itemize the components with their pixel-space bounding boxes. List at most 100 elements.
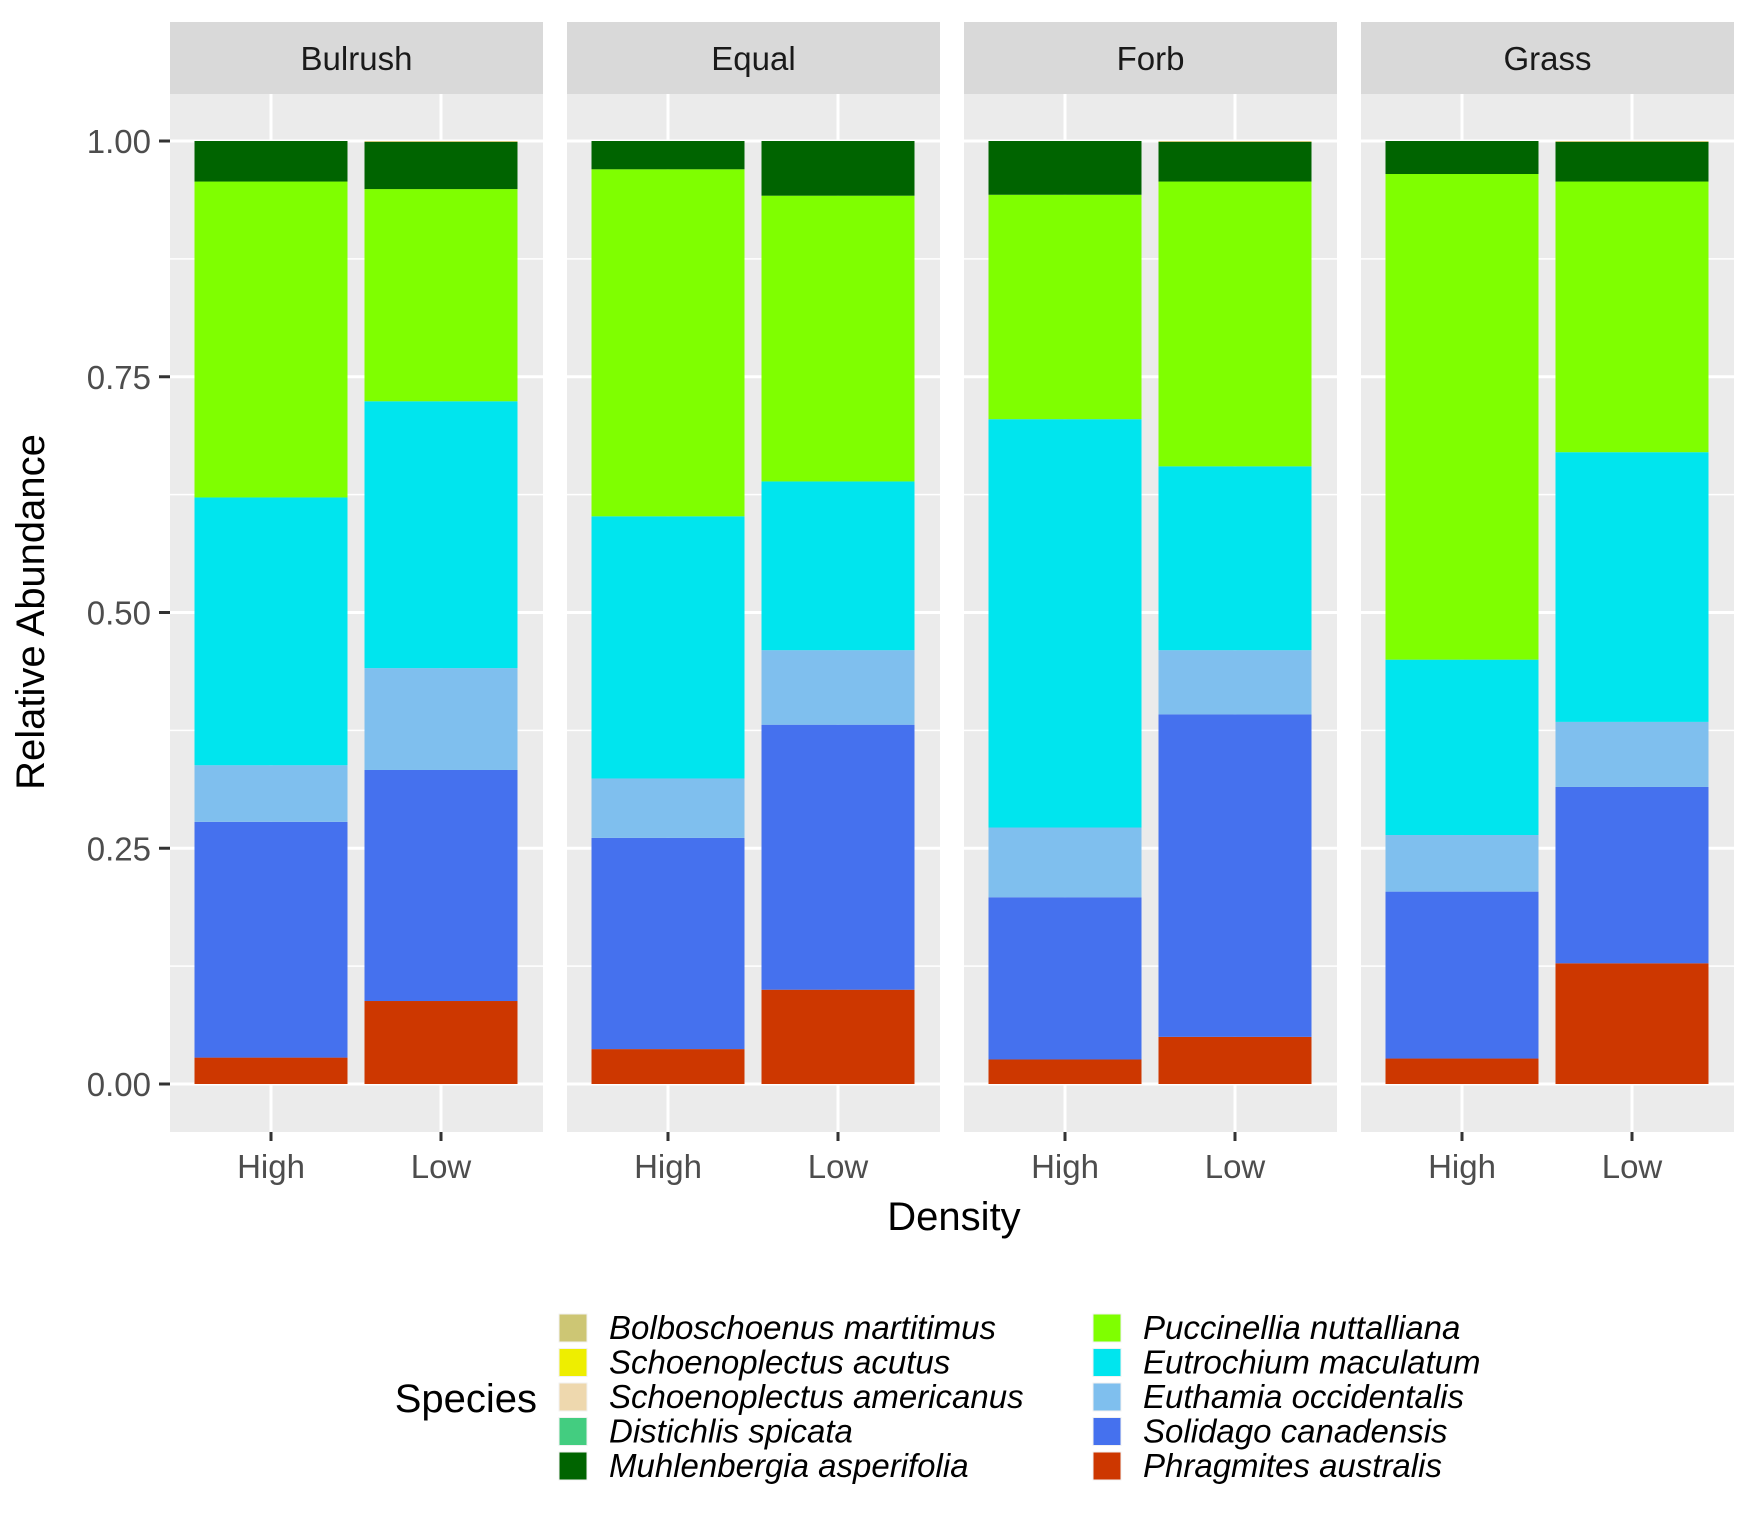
bar-segment [988,419,1142,828]
bar-grass-high [1385,141,1539,1084]
bar-segment [1555,963,1709,1084]
bar-segment [761,650,915,725]
bar-segment [1385,659,1539,836]
legend-label: Distichlis spicata [609,1413,853,1450]
bar-bulrush-high [194,141,348,1084]
bar-grass-low [1555,141,1709,1084]
legend-item: Euthamia occidentalis [1092,1378,1464,1415]
bar-segment [1158,650,1312,715]
bar-segment [1555,786,1709,964]
bar-segment [364,668,518,770]
x-tick-label: Low [1602,1148,1663,1185]
bar-segment [364,189,518,402]
bar-forb-high [988,141,1142,1084]
bar-forb-low [1158,141,1312,1084]
bar-segment [364,769,518,1002]
facet-strip [170,22,543,94]
bar-segment [1555,452,1709,722]
bar-segment [1385,1058,1539,1084]
x-tick-label: High [1428,1148,1496,1185]
legend-item: Schoenoplectus americanus [558,1378,1024,1415]
legend-swatch [1092,1451,1122,1481]
legend-item: Phragmites australis [1092,1447,1442,1484]
legend-label: Puccinellia nuttalliana [1143,1309,1460,1346]
facet-strip [567,22,940,94]
bar-segment [591,1049,745,1084]
legend-swatch [558,1451,588,1481]
facet-label: Grass [1503,40,1591,77]
legend-item: Distichlis spicata [558,1413,853,1450]
legend-swatch [1092,1348,1122,1377]
legend-label: Eutrochium maculatum [1143,1344,1480,1381]
bar-segment [761,724,915,990]
y-tick-label: 0.25 [87,830,151,867]
bar-segment [1555,721,1709,787]
bar-segment [1158,141,1312,142]
legend-swatch [558,1417,588,1446]
legend-label: Schoenoplectus acutus [609,1344,950,1381]
facet-label: Forb [1117,40,1185,77]
bar-segment [364,141,518,190]
legend-label: Bolboschoenus martitimus [609,1309,996,1346]
legend-swatch [1092,1382,1122,1412]
bar-segment [1158,141,1312,182]
bar-segment [591,837,745,1050]
bar-segment [194,497,348,766]
bar-segment [1158,466,1312,651]
legend-label: Euthamia occidentalis [1143,1378,1464,1415]
facet-label: Bulrush [301,40,413,77]
legend-item: Solidago canadensis [1092,1413,1448,1450]
x-tick-label: Low [808,1148,869,1185]
bar-segment [591,169,745,517]
panel-grass: Grass High Low [1361,22,1734,1185]
legend-label: Muhlenbergia asperifolia [609,1447,969,1484]
legend-swatch [558,1313,588,1343]
bar-segment [761,481,915,651]
bar-segment [761,141,915,196]
legend-title: Species [395,1377,537,1421]
x-axis-title: Density [887,1195,1020,1239]
bar-segment [988,141,1142,195]
y-axis: 0.00 0.25 0.50 0.75 1.00 [87,123,170,1103]
bar-segment [194,765,348,822]
bar-segment [1158,1036,1312,1084]
bar-segment [591,516,745,779]
bar-segment [988,194,1142,420]
panel-forb: Forb High Low [964,22,1337,1185]
y-tick-label: 0.50 [87,595,151,632]
legend-swatch [1092,1313,1122,1343]
legend-swatch [558,1348,588,1377]
legend-label: Solidago canadensis [1143,1413,1448,1450]
bar-bulrush-low [364,141,518,1084]
x-tick-label: Low [1205,1148,1266,1185]
bar-segment [591,141,745,170]
legend-label: Schoenoplectus americanus [609,1378,1024,1415]
bar-segment [1555,141,1709,182]
bar-segment [1555,141,1709,142]
bar-segment [988,1059,1142,1084]
bar-segment [1555,181,1709,453]
bar-equal-low [761,141,915,1084]
bar-segment [761,989,915,1084]
panel-equal: Equal High Low [567,22,940,1185]
bar-segment [1158,181,1312,467]
bar-segment [364,401,518,669]
x-tick-label: Low [411,1148,472,1185]
y-tick-label: 0.75 [87,359,151,396]
y-tick-label: 1.00 [87,123,151,160]
bar-segment [194,1057,348,1084]
legend-item: Puccinellia nuttalliana [1092,1309,1460,1346]
x-tick-label: High [237,1148,305,1185]
bar-segment [1385,174,1539,660]
legend-swatch [558,1382,588,1412]
x-tick-label: High [1031,1148,1099,1185]
legend-item: Schoenoplectus acutus [558,1344,950,1381]
bar-equal-high [591,141,745,1084]
x-tick-label: High [634,1148,702,1185]
y-axis-title: Relative Abundance [9,434,53,790]
facet-label: Equal [711,40,795,77]
panel-bulrush: Bulrush High Low [170,22,543,1185]
bar-segment [364,141,518,142]
